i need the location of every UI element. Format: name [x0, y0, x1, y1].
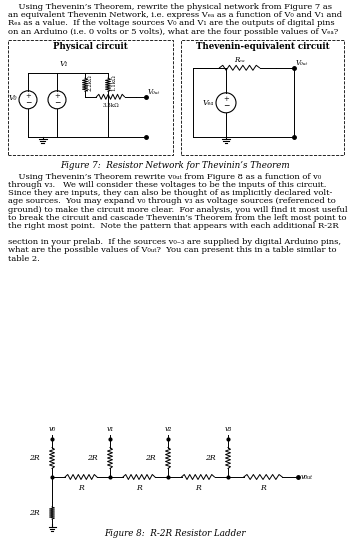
Text: V₁: V₁ — [60, 60, 69, 68]
Text: R: R — [195, 484, 201, 492]
Text: Figure 7:  Resistor Network for Thevinin’s Theorem: Figure 7: Resistor Network for Thevinin’… — [60, 161, 290, 170]
Text: R: R — [260, 484, 266, 492]
Text: to break the circuit and cascade Thevenin’s Theorem from the left most point to: to break the circuit and cascade Theveni… — [8, 214, 346, 222]
Text: −: − — [223, 102, 229, 111]
Text: ground) to make the circuit more clear.  For analysis, you will find it most use: ground) to make the circuit more clear. … — [8, 206, 348, 214]
Text: Since they are inputs, they can also be thought of as implicitly declared volt-: Since they are inputs, they can also be … — [8, 189, 332, 197]
Text: Rₑₐ as a value.  If the voltage sources V₀ and V₁ are the outputs of digital pin: Rₑₐ as a value. If the voltage sources V… — [8, 19, 335, 27]
Text: V₀: V₀ — [9, 94, 17, 102]
Text: Thevenin-equivalent circuit: Thevenin-equivalent circuit — [196, 42, 329, 51]
Text: 2R: 2R — [88, 454, 98, 462]
Text: +: + — [223, 95, 229, 103]
Text: v₀: v₀ — [48, 425, 56, 433]
Text: +: + — [25, 93, 31, 100]
Text: R: R — [78, 484, 84, 492]
Text: Using Thevenin’s Theorem, rewrite the physical network from Figure 7 as: Using Thevenin’s Theorem, rewrite the ph… — [8, 3, 332, 11]
Text: section in your prelab.  If the sources v₀₋₃ are supplied by digital Arduino pin: section in your prelab. If the sources v… — [8, 238, 341, 246]
Text: 2R: 2R — [145, 454, 156, 462]
Text: Figure 8:  R-2R Resistor Ladder: Figure 8: R-2R Resistor Ladder — [104, 529, 246, 538]
Text: v₃: v₃ — [224, 425, 232, 433]
Text: −: − — [54, 99, 60, 107]
Text: 2R: 2R — [29, 509, 40, 517]
Text: v₀ᵤₜ: v₀ᵤₜ — [301, 473, 313, 481]
Text: 2.2kΩ: 2.2kΩ — [88, 74, 93, 91]
Text: Vₑₐ: Vₑₐ — [202, 99, 214, 107]
Text: R: R — [136, 484, 142, 492]
Text: V₀ᵤₜ: V₀ᵤₜ — [148, 88, 160, 96]
Bar — [8, 40, 173, 155]
Text: 2R: 2R — [205, 454, 216, 462]
Bar — [181, 40, 344, 155]
Text: 2R: 2R — [29, 454, 40, 462]
Text: on an Arduino (i.e. 0 volts or 5 volts), what are the four possible values of Vₑ: on an Arduino (i.e. 0 volts or 5 volts),… — [8, 28, 338, 35]
Text: −: − — [25, 99, 31, 107]
Text: through v₃.   We will consider these voltages to be the inputs of this circuit.: through v₃. We will consider these volta… — [8, 181, 326, 189]
Text: 1.1kΩ: 1.1kΩ — [111, 74, 116, 91]
Text: the right most point.  Note the pattern that appears with each additional R-2R: the right most point. Note the pattern t… — [8, 222, 339, 230]
Text: Using Thevenin’s Theorem rewrite v₀ᵤₜ from Figure 8 as a function of v₀: Using Thevenin’s Theorem rewrite v₀ᵤₜ fr… — [8, 173, 321, 181]
Text: 3.3kΩ: 3.3kΩ — [102, 103, 119, 108]
Text: an equivalent Thevenin Network, i.e. express Vₑₐ as a function of V₀ and V₁ and: an equivalent Thevenin Network, i.e. exp… — [8, 11, 342, 19]
Text: age sources.  You may expand v₀ through v₃ as voltage sources (referenced to: age sources. You may expand v₀ through v… — [8, 197, 336, 206]
Text: table 2.: table 2. — [8, 255, 40, 263]
Text: V₀ᵤₜ: V₀ᵤₜ — [296, 59, 308, 67]
Text: Rₑₐ: Rₑₐ — [234, 56, 245, 64]
Text: Physical circuit: Physical circuit — [53, 42, 128, 51]
Text: v₂: v₂ — [164, 425, 172, 433]
Text: what are the possible values of V₀ᵤₜ?  You can present this in a table similar t: what are the possible values of V₀ᵤₜ? Yo… — [8, 247, 336, 254]
Text: +: + — [54, 93, 60, 100]
Text: v₁: v₁ — [106, 425, 114, 433]
